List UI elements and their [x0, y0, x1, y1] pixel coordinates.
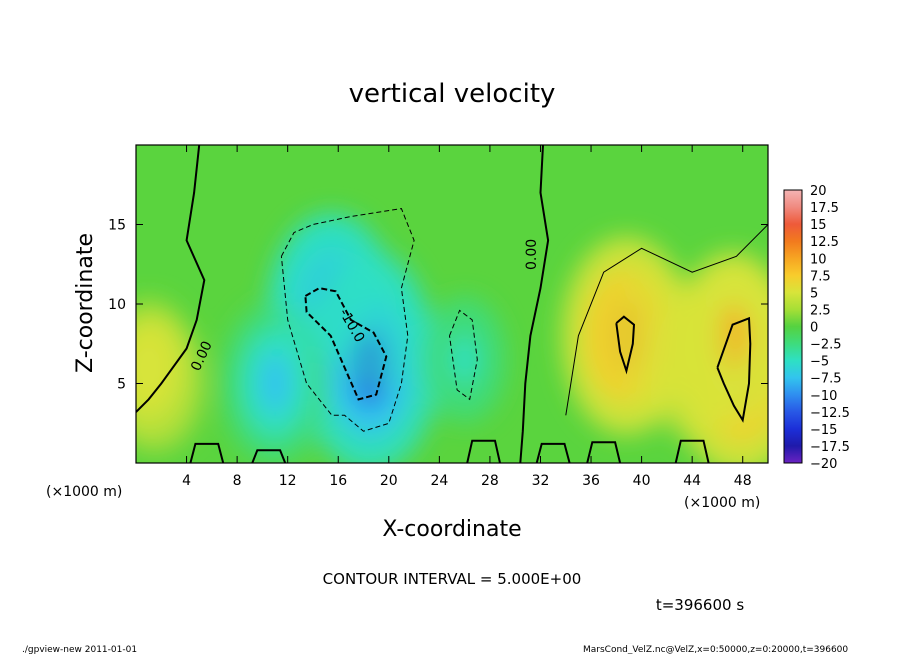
colorbar-label: 7.5	[810, 269, 831, 284]
time-text: t=396600 s	[656, 596, 744, 614]
colorbar-label: −15	[810, 423, 837, 438]
footer-right: MarsCond_VelZ.nc@VelZ,x=0:50000,z=0:2000…	[583, 645, 848, 654]
colorbar-label: 17.5	[810, 201, 839, 216]
colorbar-label: −17.5	[810, 440, 850, 455]
x-tick-label: 16	[329, 473, 347, 489]
contour-plus10-left	[615, 315, 636, 375]
contour-zero-bump	[466, 439, 501, 463]
x-tick-label: 8	[233, 473, 242, 489]
x-axis-label: X-coordinate	[382, 517, 521, 542]
contour-zero-bump	[251, 449, 287, 463]
contour-plus5	[565, 224, 768, 416]
field-blob-broad	[642, 297, 743, 438]
field-shading	[136, 212, 768, 463]
colorbar-label: 10	[810, 252, 827, 267]
colorbar-label: 5	[810, 286, 818, 301]
field-blob-broad	[136, 313, 205, 454]
plot-area	[136, 145, 768, 463]
x-tick-label: 44	[683, 473, 701, 489]
contour-interval-text: CONTOUR INTERVAL = 5.000E+00	[323, 570, 582, 588]
y-tick-label: 15	[108, 218, 126, 234]
contour-minus5-right	[449, 309, 478, 401]
x-tick-label: 12	[279, 473, 297, 489]
contour-zero-bump	[535, 442, 571, 463]
colorbar-label: −2.5	[810, 338, 842, 353]
contour-zero-right	[519, 145, 550, 463]
colorbar-label: −10	[810, 389, 837, 404]
colorbar-label: 0	[810, 321, 818, 336]
field-blob-core	[260, 353, 290, 414]
x-tick-label: 24	[430, 473, 448, 489]
field-blob-broad	[326, 249, 427, 390]
contour-minus5	[280, 208, 415, 432]
contour-zero-bump	[189, 442, 225, 463]
x-tick-label: 36	[582, 473, 600, 489]
y-tick-label: 5	[117, 377, 126, 393]
field-blob-core	[452, 336, 477, 383]
colorbar	[783, 189, 803, 464]
x-tick-label: 28	[481, 473, 499, 489]
colorbar-label: −12.5	[810, 406, 850, 421]
x-unit-note-right: (×1000 m)	[684, 495, 760, 511]
x-axis: 4 8 12 16 20 24 28 32 36 40 44 48	[182, 145, 752, 489]
colorbar-labels: 20 17.5 15 12.5 10 7.5 5 2.5 0 −2.5 −5 −7.5 −10 −12.5…	[810, 184, 850, 472]
contour-plus10-right	[716, 316, 752, 423]
colorbar-label: 20	[810, 184, 827, 199]
x-unit-note-left: (×1000 m)	[46, 484, 122, 500]
x-tick-label: 48	[734, 473, 752, 489]
x-tick-label: 4	[182, 473, 191, 489]
colorbar-label: −7.5	[810, 372, 842, 387]
chart-title: vertical velocity	[349, 79, 556, 109]
x-tick-label: 40	[633, 473, 651, 489]
colorbar-label: 15	[810, 218, 827, 233]
colorbar-label: −20	[810, 457, 837, 472]
contour-zero-left	[136, 145, 206, 413]
y-axis: 5 10 15	[108, 218, 768, 393]
y-tick-label: 10	[108, 297, 126, 313]
x-tick-label: 32	[532, 473, 550, 489]
colorbar-label: −5	[810, 355, 829, 370]
contour-minus10	[304, 287, 388, 401]
footer-left: ./gpview-new 2011-01-01	[22, 645, 137, 654]
x-tick-label: 20	[380, 473, 398, 489]
colorbar-label: 2.5	[810, 303, 831, 318]
colorbar-label: 12.5	[810, 235, 839, 250]
y-axis-label: Z-coordinate	[73, 233, 98, 373]
contour-lines	[136, 145, 768, 463]
contour-label-zero-right: 0.00	[524, 239, 540, 270]
contour-zero-bump	[674, 439, 710, 463]
contour-zero-bump	[586, 441, 622, 463]
